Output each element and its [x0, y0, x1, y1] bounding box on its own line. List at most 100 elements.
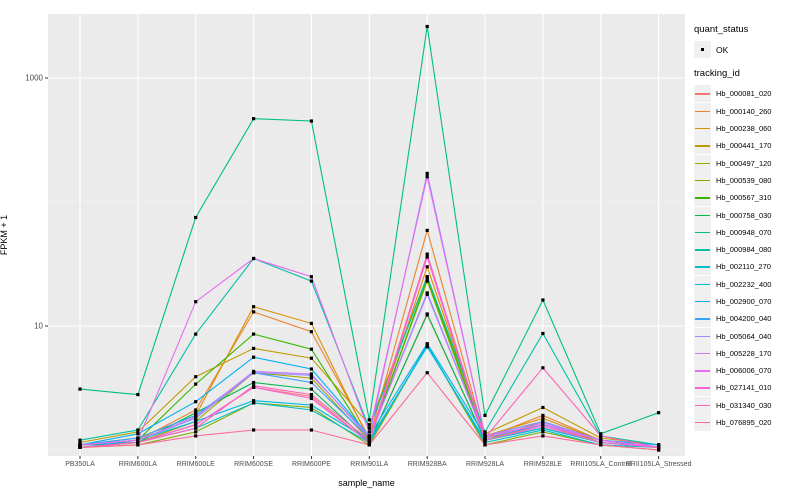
data-point	[252, 305, 256, 309]
data-point	[309, 376, 313, 380]
data-point	[309, 119, 313, 123]
data-point	[425, 312, 429, 316]
x-tick-label-PB350LA: PB350LA	[65, 461, 95, 468]
data-point	[367, 440, 371, 445]
tracking-id-legend-items: Hb_000081_020 Hb_000140_260 Hb_000238_060 H…	[694, 85, 800, 432]
legend-entry-Hb_076895_020: Hb_076895_020	[694, 414, 800, 432]
data-point	[309, 367, 313, 371]
legend-key-line-icon	[694, 241, 711, 259]
data-point	[541, 428, 545, 432]
data-point	[599, 432, 603, 436]
x-tick-label-RRIM928LA: RRIM928LA	[465, 461, 505, 468]
data-point	[425, 371, 429, 375]
legend-key-line-icon	[694, 137, 711, 155]
legend-key-line-icon	[694, 396, 711, 414]
data-point	[194, 400, 198, 404]
data-point	[367, 436, 371, 440]
legend-key-line-icon	[694, 293, 711, 310]
data-point	[657, 448, 661, 452]
data-point	[252, 355, 256, 359]
data-point	[367, 434, 371, 438]
data-point	[252, 310, 256, 314]
data-point	[425, 24, 429, 29]
x-tick-label-RRIM600PE: RRIM600PE	[291, 461, 331, 468]
data-point	[483, 438, 487, 442]
legend-entry-label: Hb_076895_020	[716, 418, 772, 428]
data-point	[252, 385, 256, 389]
y-tick-label-1000: 1000	[25, 73, 43, 83]
legend-key-line-icon	[694, 154, 711, 172]
data-point	[483, 443, 487, 447]
data-point	[136, 428, 140, 432]
legend-key-line-icon	[694, 344, 711, 362]
data-point	[252, 428, 256, 432]
data-point	[425, 228, 429, 232]
data-point	[194, 426, 198, 430]
legend-entry-label: Hb_031340_030	[716, 400, 772, 410]
data-point	[309, 405, 313, 410]
data-point	[541, 366, 545, 370]
data-point	[252, 380, 256, 385]
data-point	[309, 372, 313, 376]
data-point	[367, 423, 371, 427]
legend-entry-label: Hb_000081_020	[716, 89, 772, 99]
legend-entry-Hb_005064_040: Hb_005064_040	[694, 327, 800, 345]
data-point	[136, 393, 140, 397]
data-point	[367, 438, 371, 442]
legend-entry-Hb_000984_080: Hb_000984_080	[694, 241, 800, 259]
legend-entry-label: Hb_000948_070	[716, 227, 772, 237]
legend-key-line-icon	[694, 327, 711, 345]
x-tick-label-RRIM901LA: RRIM901LA	[350, 461, 389, 468]
legend-entry-Hb_000081_020: Hb_000081_020	[694, 85, 800, 103]
data-point	[194, 419, 198, 423]
data-point	[425, 277, 429, 281]
data-point	[136, 430, 140, 434]
data-point	[309, 394, 313, 399]
data-point	[136, 440, 140, 445]
data-point	[367, 443, 371, 447]
legend-entry-Hb_006006_070: Hb_006006_070	[694, 362, 800, 380]
legend-entry-Hb_000497_120: Hb_000497_120	[694, 154, 800, 172]
data-point	[78, 443, 82, 447]
data-point	[541, 426, 545, 430]
x-tick-label-RRIM600SE: RRIM600SE	[234, 461, 274, 468]
data-point	[252, 332, 256, 336]
data-point	[483, 440, 487, 445]
data-point	[252, 117, 256, 121]
data-point	[309, 275, 313, 279]
data-point	[309, 330, 313, 334]
data-point	[599, 436, 603, 440]
data-point	[309, 347, 313, 351]
legend-entry-label: Hb_005228_170	[716, 348, 772, 358]
data-point	[194, 434, 198, 438]
legend-entry-Hb_002232_400: Hb_002232_400	[694, 275, 800, 293]
x-tick-label-RRII105LA_Control: RRII105LA_Control	[570, 461, 632, 468]
legend-entry-Hb_005228_170: Hb_005228_170	[694, 344, 800, 362]
legend-key-line-icon	[694, 120, 711, 138]
data-point	[194, 382, 198, 386]
legend-entry-label: Hb_002232_400	[716, 279, 772, 289]
legend-entry-label: Hb_000567_310	[716, 193, 772, 203]
legend-entry-Hb_027141_010: Hb_027141_010	[694, 379, 800, 397]
data-point	[194, 408, 198, 412]
data-point	[541, 421, 545, 425]
legend-entry-Hb_004200_040: Hb_004200_040	[694, 310, 800, 328]
legend-entry-Hb_000539_080: Hb_000539_080	[694, 171, 800, 189]
data-point	[136, 443, 140, 447]
data-point	[541, 424, 545, 428]
data-point	[425, 171, 429, 175]
legend-entry-label: Hb_002900_070	[716, 297, 772, 306]
legend-entry-label: Hb_000238_060	[716, 124, 772, 134]
legend-entry-label: Hb_000140_260	[716, 106, 772, 116]
data-point	[252, 384, 256, 388]
ok-point-key-icon	[694, 41, 711, 59]
data-point	[194, 375, 198, 379]
legend-key-line-icon	[694, 223, 711, 241]
legend-entry-Hb_000567_310: Hb_000567_310	[694, 189, 800, 207]
quant-status-ok-label: OK	[716, 44, 729, 55]
legend-entry-Hb_000441_170: Hb_000441_170	[694, 137, 800, 155]
legend-entry-Hb_002900_070: Hb_002900_070	[694, 293, 800, 310]
data-point	[194, 430, 198, 434]
data-point	[483, 413, 487, 417]
